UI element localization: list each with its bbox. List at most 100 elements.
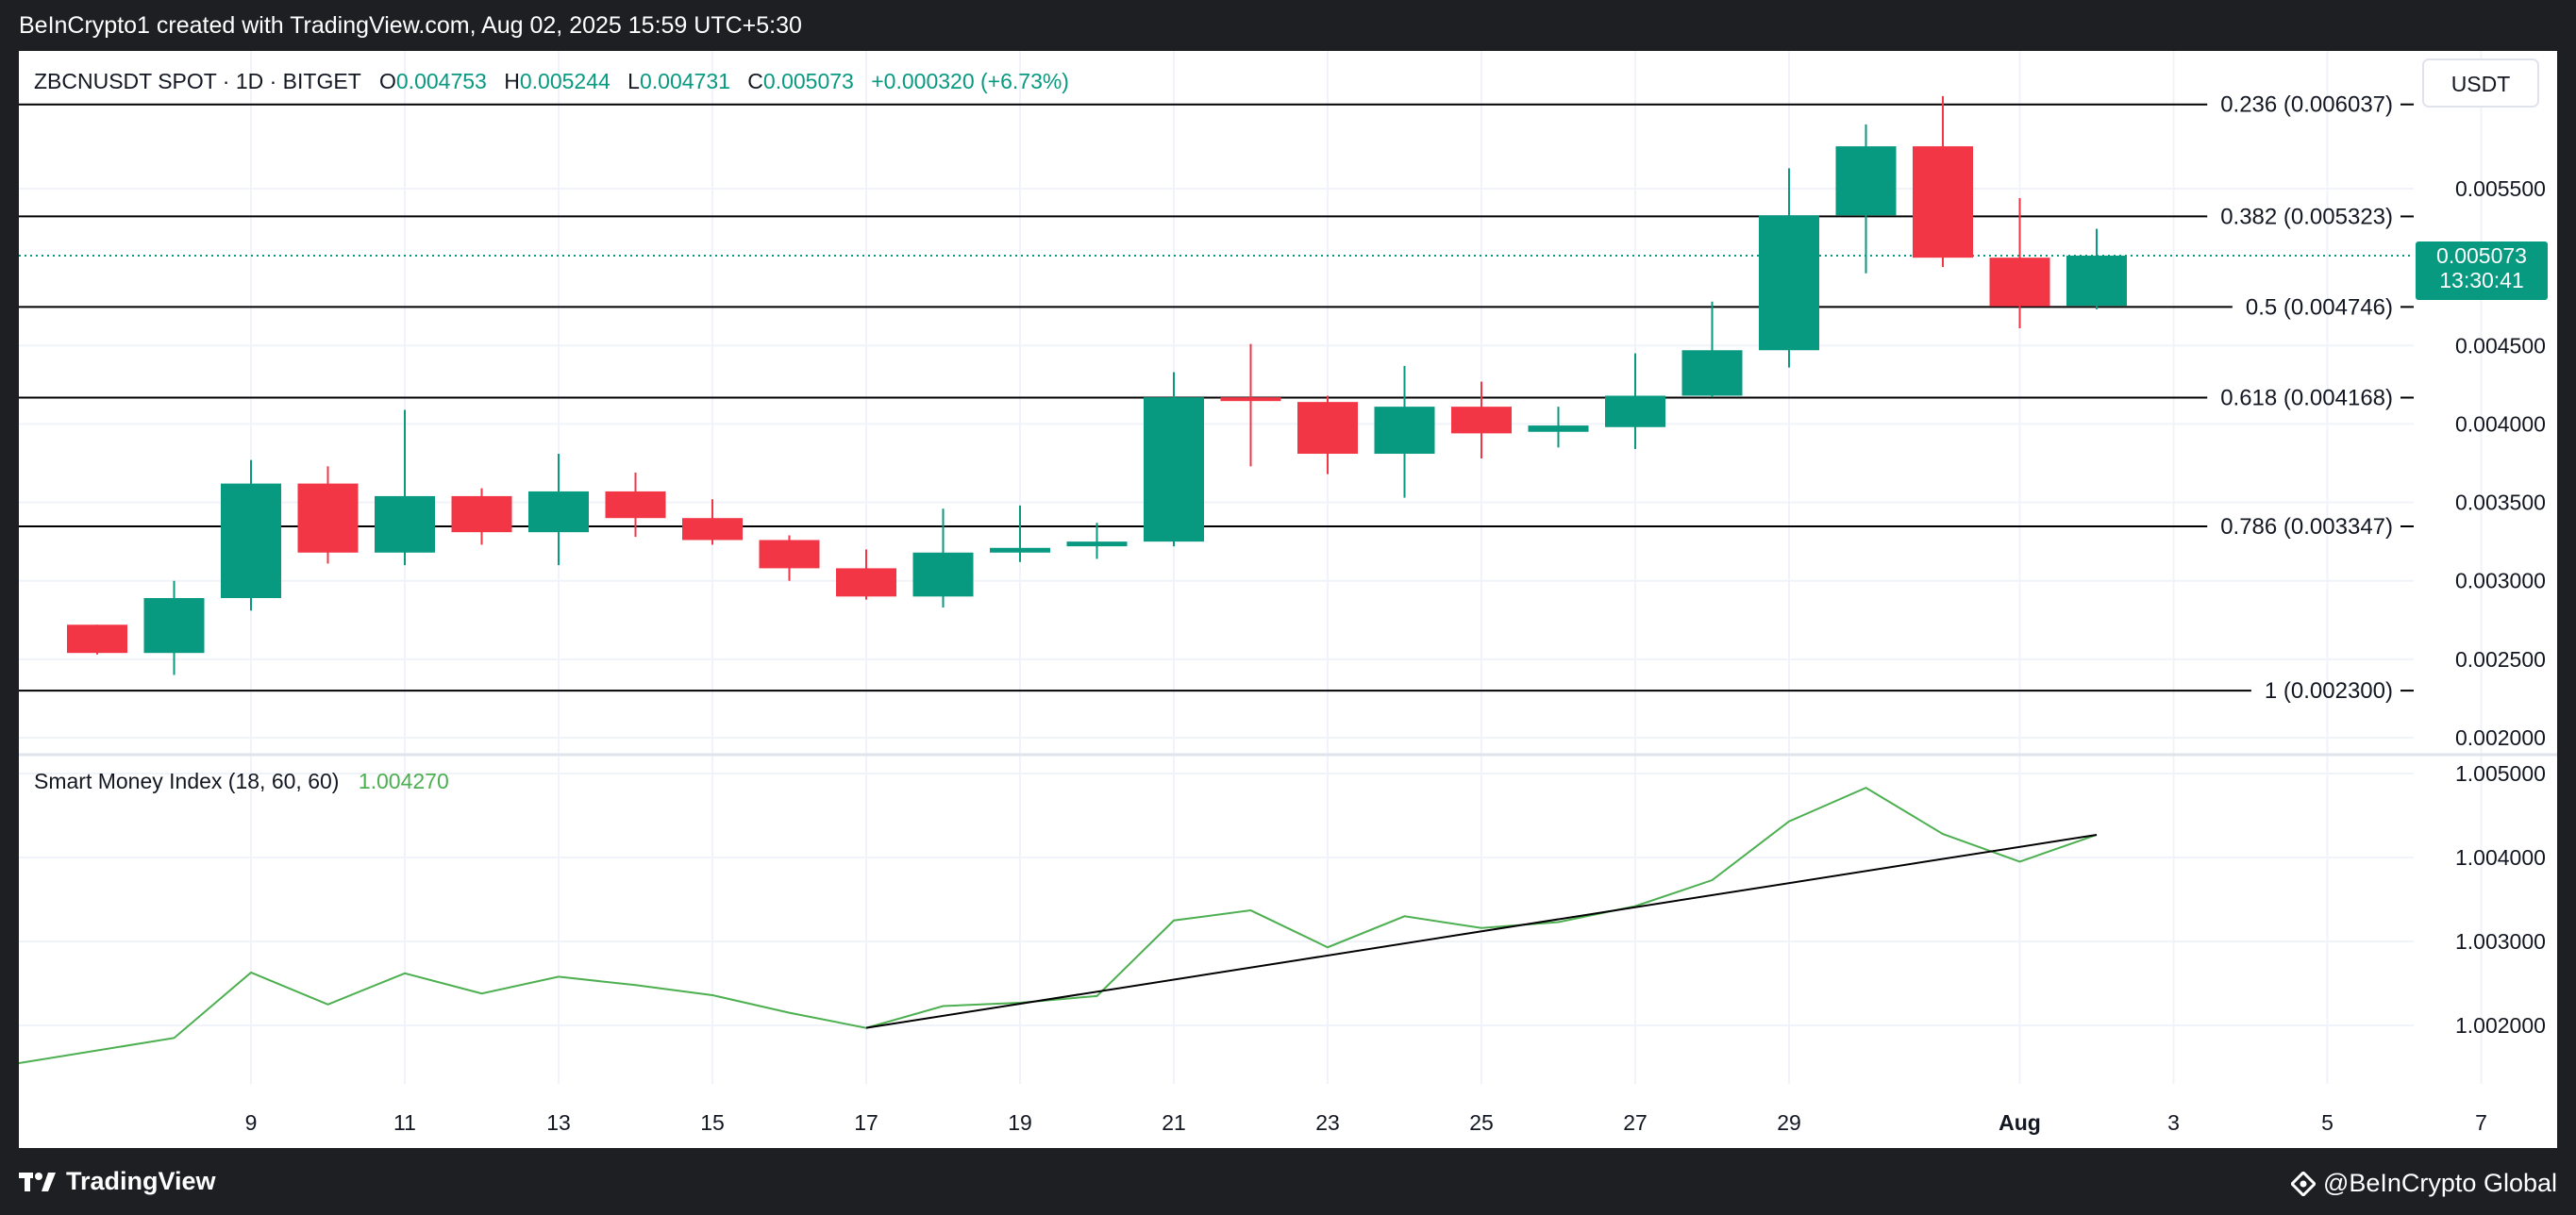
candle xyxy=(1451,381,1512,459)
candle xyxy=(1528,407,1589,448)
legend-high-value: 0.005244 xyxy=(520,69,611,93)
fib-level-label: 1 (0.002300) xyxy=(2265,678,2393,704)
legend-close-label: C xyxy=(747,69,763,93)
time-tick-label: 7 xyxy=(2475,1110,2487,1135)
candle-body xyxy=(2066,256,2127,307)
time-tick-label: 23 xyxy=(1315,1110,1340,1135)
candle-body xyxy=(1681,350,1743,396)
time-tick-label: 17 xyxy=(854,1110,878,1135)
candle xyxy=(1989,197,2050,328)
smart-money-index-pane xyxy=(18,787,2098,1065)
candle xyxy=(1913,95,1973,268)
candle-body xyxy=(912,552,974,597)
candle-body xyxy=(1297,402,1358,455)
time-tick-label: 3 xyxy=(2167,1110,2180,1135)
indicator-tick-label: 1.005000 xyxy=(2455,761,2546,786)
candle-body xyxy=(1144,397,1204,542)
candlestick-series xyxy=(67,95,2127,675)
attribution-text: BeInCrypto1 created with TradingView.com… xyxy=(19,12,802,39)
time-tick-label: 25 xyxy=(1469,1110,1494,1135)
candle-body xyxy=(682,518,743,541)
tradingview-logo[interactable]: TradingView xyxy=(19,1167,216,1196)
legend-change: +0.000320 (+6.73%) xyxy=(871,69,1069,93)
candle xyxy=(528,454,589,566)
bar-countdown: 13:30:41 xyxy=(2439,268,2524,292)
candle xyxy=(1605,353,1665,450)
currency-button[interactable]: USDT xyxy=(2422,58,2539,108)
candle xyxy=(1681,301,1743,398)
candle-body xyxy=(1605,395,1665,427)
time-tick-label: 19 xyxy=(1008,1110,1032,1135)
candle-body xyxy=(1835,146,1897,216)
beincrypto-logo: @BeInCrypto Global xyxy=(2290,1169,2557,1198)
time-tick-label: 29 xyxy=(1777,1110,1801,1135)
candle-body xyxy=(605,491,666,519)
beincrypto-icon xyxy=(2290,1171,2316,1196)
candle xyxy=(1297,395,1358,474)
legend-symbol: ZBCNUSDT SPOT · 1D · BITGET xyxy=(34,69,361,93)
price-tick-label: 0.005500 xyxy=(2455,176,2546,201)
indicator-legend: Smart Money Index (18, 60, 60) 1.004270 xyxy=(34,769,449,793)
candle-body xyxy=(221,483,281,599)
candle-body xyxy=(451,495,512,533)
candle xyxy=(221,459,281,611)
candle xyxy=(1759,168,1819,368)
candle xyxy=(375,409,435,566)
candle-body xyxy=(297,483,359,553)
candle-body xyxy=(1220,397,1281,402)
legend-close-value: 0.005073 xyxy=(763,69,854,93)
candle-body xyxy=(836,568,896,597)
chart-canvas[interactable]: 0.236 (0.006037) 0.382 (0.005323) 0.5 (0.0… xyxy=(18,51,2557,1148)
candle xyxy=(451,488,512,545)
price-tick-label: 0.002000 xyxy=(2455,725,2546,750)
candle xyxy=(605,472,666,538)
legend-ohlc: O0.004753 H0.005244 L0.004731 C0.005073 … xyxy=(379,69,1069,93)
price-tick-label: 0.002500 xyxy=(2455,647,2546,672)
candle xyxy=(836,549,896,600)
candle-body xyxy=(990,547,1050,553)
last-price-tag: 0.005073 13:30:41 xyxy=(2416,241,2548,301)
time-axis: 9 11 13 15 17 19 21 23 25 27 29 Aug 3 5 7 xyxy=(245,1110,2487,1135)
legend-high-label: H xyxy=(504,69,520,93)
indicator-value: 1.004270 xyxy=(359,769,449,793)
candle xyxy=(1374,365,1435,498)
time-tick-label: 21 xyxy=(1162,1110,1186,1135)
time-tick-label: Aug xyxy=(1999,1110,2041,1135)
candle-body xyxy=(143,598,205,654)
fib-level-label: 0.236 (0.006037) xyxy=(2220,92,2393,118)
smi-line xyxy=(18,787,2098,1065)
candle-body xyxy=(1913,146,1973,258)
candle xyxy=(67,624,127,655)
time-tick-label: 27 xyxy=(1623,1110,1648,1135)
candle xyxy=(682,499,743,545)
candle xyxy=(1835,124,1897,274)
fibonacci-levels: 0.236 (0.006037) 0.382 (0.005323) 0.5 (0.0… xyxy=(19,92,2414,704)
beincrypto-brand: @BeInCrypto Global xyxy=(2322,1169,2557,1197)
chart-panel[interactable]: 0.236 (0.006037) 0.382 (0.005323) 0.5 (0.0… xyxy=(18,51,2557,1148)
time-tick-label: 13 xyxy=(546,1110,571,1135)
price-tick-label: 0.004000 xyxy=(2455,411,2546,436)
candle-body xyxy=(1528,425,1589,432)
indicator-tick-label: 1.003000 xyxy=(2455,929,2546,954)
legend-open-value: 0.004753 xyxy=(396,69,487,93)
candle-body xyxy=(375,495,435,553)
attribution-bar: BeInCrypto1 created with TradingView.com… xyxy=(0,0,2576,51)
candle-body xyxy=(67,624,127,654)
candle xyxy=(1144,372,1204,547)
candle-body xyxy=(759,540,820,569)
currency-label: USDT xyxy=(2451,72,2511,96)
candle-body xyxy=(1374,407,1435,455)
time-tick-label: 11 xyxy=(393,1110,416,1135)
time-tick-label: 5 xyxy=(2321,1110,2333,1135)
indicator-tick-label: 1.004000 xyxy=(2455,845,2546,870)
legend-low-label: L xyxy=(627,69,640,93)
candle xyxy=(1220,343,1281,467)
candle xyxy=(143,580,205,675)
tradingview-icon xyxy=(19,1172,56,1191)
smi-trendline xyxy=(865,833,2098,1029)
fib-level-label: 0.618 (0.004168) xyxy=(2220,385,2393,410)
candle xyxy=(759,535,820,581)
time-tick-label: 15 xyxy=(700,1110,725,1135)
candle-body xyxy=(1989,258,2050,307)
indicator-name: Smart Money Index (18, 60, 60) xyxy=(34,769,339,793)
